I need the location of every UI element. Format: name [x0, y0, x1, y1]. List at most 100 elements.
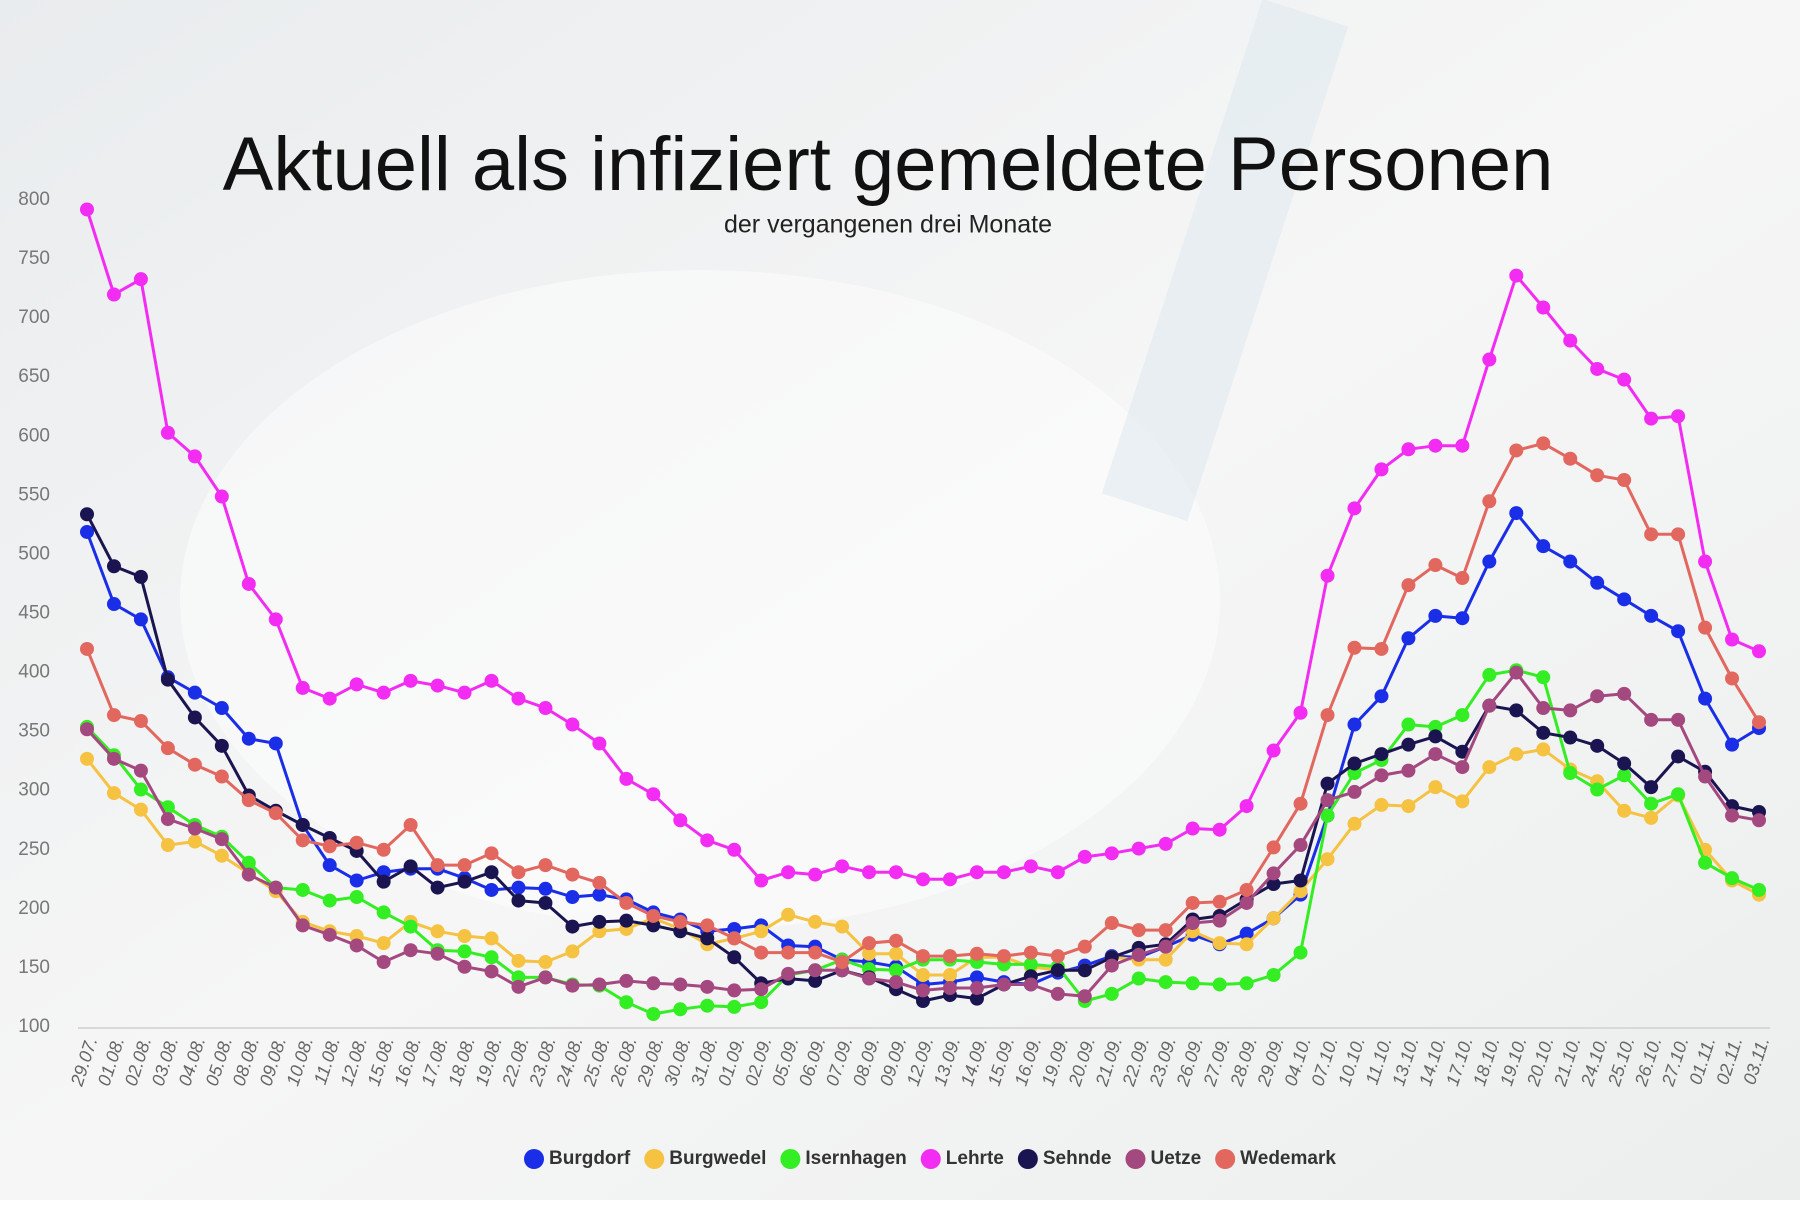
data-point	[700, 931, 715, 946]
data-point	[646, 787, 661, 802]
chart-title: Aktuell als infiziert gemeldete Personen	[223, 122, 1554, 207]
data-point	[1239, 895, 1254, 910]
data-point	[430, 858, 445, 873]
data-point	[969, 946, 984, 961]
data-point	[349, 835, 364, 850]
data-point	[1698, 620, 1713, 635]
data-point	[646, 1007, 661, 1022]
data-point	[1050, 865, 1065, 880]
data-point	[1671, 527, 1686, 542]
data-point	[457, 944, 472, 959]
data-point	[1698, 769, 1713, 784]
data-point	[969, 991, 984, 1006]
data-point	[484, 846, 499, 861]
data-point	[1050, 963, 1065, 978]
data-point	[403, 673, 418, 688]
data-point	[1428, 558, 1443, 573]
data-point	[484, 950, 499, 965]
legend-marker	[1125, 1149, 1146, 1169]
data-point	[1185, 821, 1200, 836]
data-point	[376, 874, 391, 889]
data-point	[1104, 916, 1119, 931]
data-point	[1293, 945, 1308, 960]
data-point	[1752, 882, 1766, 897]
data-point	[1023, 859, 1038, 874]
data-point	[1698, 554, 1713, 569]
data-point	[1536, 300, 1551, 315]
data-point	[754, 945, 769, 960]
data-point	[511, 691, 526, 706]
data-point	[835, 919, 850, 934]
data-point	[538, 881, 553, 896]
data-point	[1509, 747, 1524, 762]
data-point	[1212, 894, 1227, 909]
y-tick-label: 250	[18, 839, 50, 860]
data-point	[376, 842, 391, 857]
data-point	[1725, 737, 1740, 752]
data-point	[1374, 768, 1389, 783]
data-point	[1131, 971, 1146, 986]
data-point	[1266, 743, 1281, 758]
legend-marker	[780, 1149, 801, 1169]
data-point	[1131, 923, 1146, 938]
data-point	[538, 955, 553, 970]
y-tick-label: 350	[18, 721, 50, 742]
data-point	[1482, 494, 1497, 509]
data-point	[1752, 715, 1766, 730]
data-point	[808, 867, 823, 882]
data-point	[1617, 756, 1632, 771]
data-point	[133, 802, 148, 817]
data-point	[862, 946, 877, 961]
data-point	[1482, 554, 1497, 569]
data-point	[619, 995, 634, 1010]
data-point	[1212, 977, 1227, 992]
data-point	[1131, 947, 1146, 962]
data-point	[1104, 846, 1119, 861]
legend-label: Lehrte	[946, 1148, 1004, 1169]
data-point	[160, 425, 175, 440]
data-point	[1158, 952, 1173, 967]
data-point	[349, 938, 364, 953]
data-point	[1563, 765, 1578, 780]
data-point	[295, 680, 310, 695]
data-point	[538, 970, 553, 985]
data-point	[511, 953, 526, 968]
data-point	[1617, 803, 1632, 818]
data-point	[403, 919, 418, 934]
background-shape	[1101, 0, 1349, 522]
data-point	[889, 963, 904, 978]
data-point	[1509, 665, 1524, 680]
data-point	[619, 913, 634, 928]
data-point	[1509, 443, 1524, 458]
data-point	[457, 929, 472, 944]
data-point	[457, 959, 472, 974]
data-point	[727, 950, 742, 965]
data-point	[1590, 689, 1605, 704]
data-point	[106, 287, 121, 302]
data-point	[1266, 911, 1281, 926]
data-point	[862, 865, 877, 880]
data-point	[1401, 763, 1416, 778]
data-point	[1293, 873, 1308, 888]
data-point	[484, 673, 499, 688]
data-point	[1428, 608, 1443, 623]
data-point	[916, 994, 930, 1009]
data-point	[1725, 632, 1740, 647]
data-point	[349, 677, 364, 692]
data-point	[969, 981, 984, 996]
data-point	[1455, 760, 1470, 775]
data-point	[133, 272, 148, 287]
data-point	[268, 880, 283, 895]
legend-label: Uetze	[1150, 1148, 1201, 1169]
legend-label: Sehnde	[1043, 1148, 1112, 1169]
data-point	[80, 641, 94, 656]
data-point	[1617, 768, 1632, 783]
legend-marker	[920, 1149, 941, 1169]
data-point	[942, 981, 957, 996]
y-tick-label: 300	[18, 780, 50, 801]
data-point	[484, 964, 499, 979]
data-point	[1401, 737, 1416, 752]
data-point	[1239, 937, 1254, 952]
data-point	[1536, 539, 1551, 554]
